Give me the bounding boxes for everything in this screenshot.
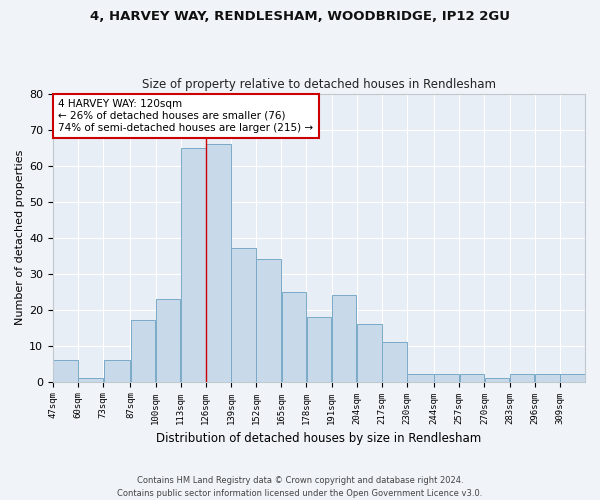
Bar bbox=[332, 296, 356, 382]
Bar bbox=[256, 259, 281, 382]
Bar bbox=[434, 374, 459, 382]
Text: Contains HM Land Registry data © Crown copyright and database right 2024.
Contai: Contains HM Land Registry data © Crown c… bbox=[118, 476, 482, 498]
Bar bbox=[79, 378, 103, 382]
Bar bbox=[181, 148, 206, 382]
Bar bbox=[407, 374, 434, 382]
Bar bbox=[281, 292, 306, 382]
Bar bbox=[510, 374, 535, 382]
Bar bbox=[460, 374, 484, 382]
Text: 4, HARVEY WAY, RENDLESHAM, WOODBRIDGE, IP12 2GU: 4, HARVEY WAY, RENDLESHAM, WOODBRIDGE, I… bbox=[90, 10, 510, 23]
Bar bbox=[560, 374, 585, 382]
Bar bbox=[104, 360, 130, 382]
Bar bbox=[156, 299, 181, 382]
Text: 4 HARVEY WAY: 120sqm
← 26% of detached houses are smaller (76)
74% of semi-detac: 4 HARVEY WAY: 120sqm ← 26% of detached h… bbox=[58, 100, 313, 132]
Bar bbox=[307, 317, 331, 382]
Title: Size of property relative to detached houses in Rendlesham: Size of property relative to detached ho… bbox=[142, 78, 496, 91]
Bar bbox=[382, 342, 407, 382]
Bar bbox=[485, 378, 509, 382]
Bar bbox=[231, 248, 256, 382]
Bar bbox=[206, 144, 231, 382]
Y-axis label: Number of detached properties: Number of detached properties bbox=[15, 150, 25, 326]
Bar bbox=[131, 320, 155, 382]
Bar bbox=[53, 360, 78, 382]
Bar bbox=[357, 324, 382, 382]
X-axis label: Distribution of detached houses by size in Rendlesham: Distribution of detached houses by size … bbox=[157, 432, 482, 445]
Bar bbox=[535, 374, 560, 382]
